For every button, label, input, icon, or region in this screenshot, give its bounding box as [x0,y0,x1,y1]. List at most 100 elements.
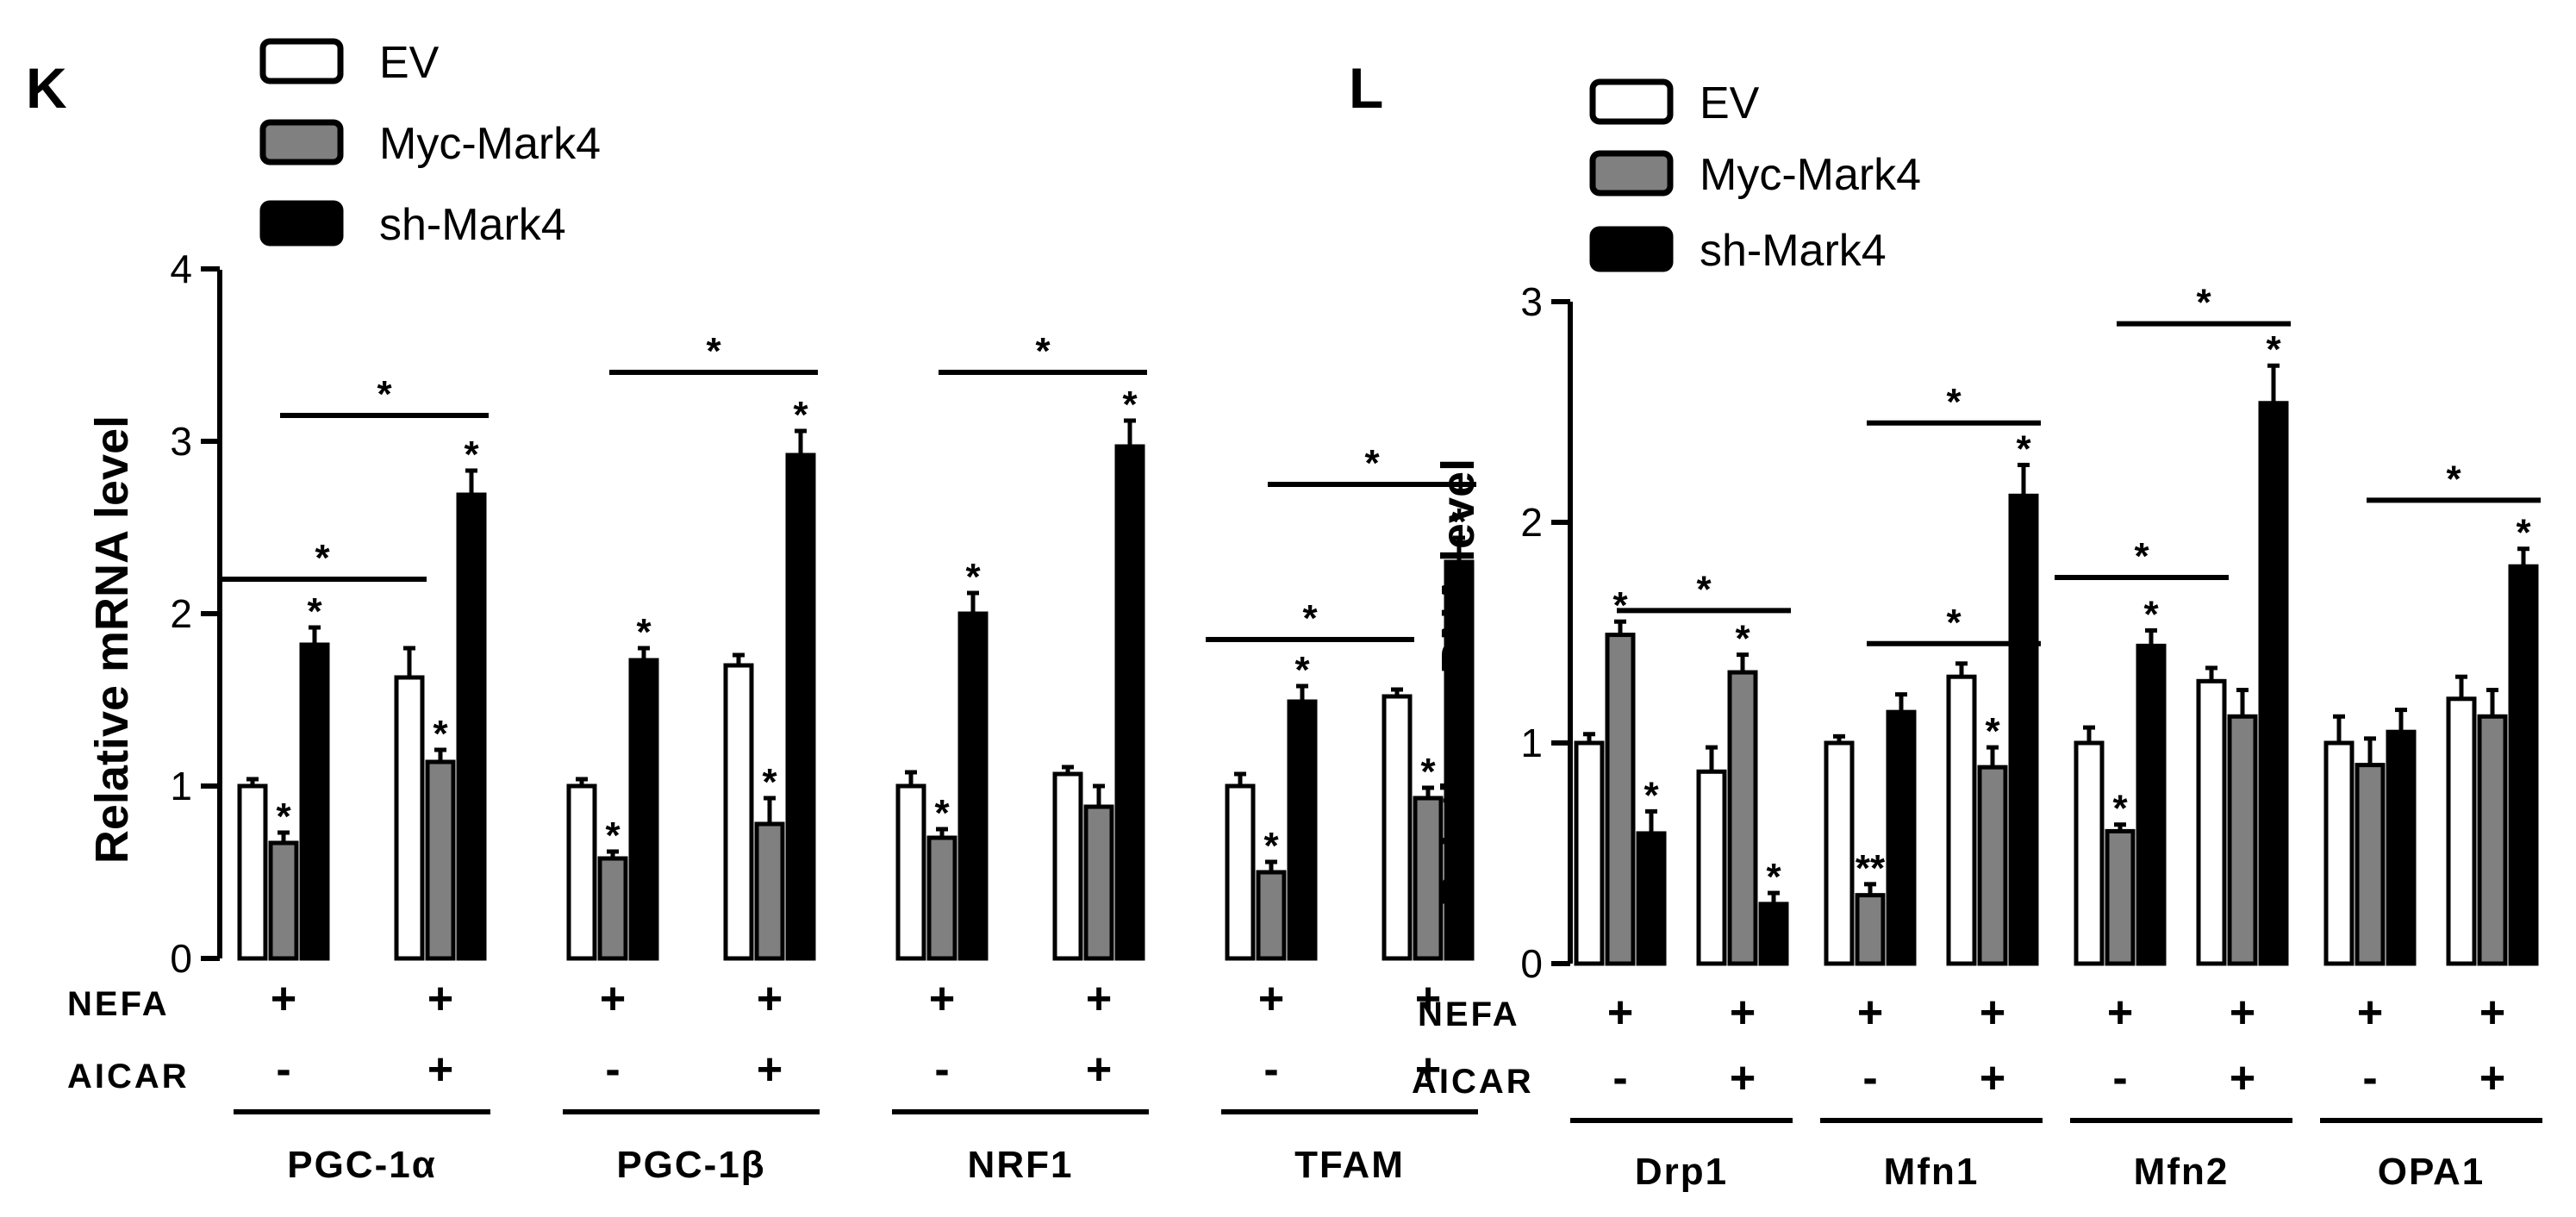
nefa-symbol: + [271,974,296,1024]
bar-pgc-1-ev [237,783,268,961]
bar-mfn1-ev [1946,674,1977,966]
legend-swatch-ev [259,38,344,84]
bar-opa1-sh-mark4 [2386,729,2417,966]
row-label-nefa: NEFA [1418,995,1520,1033]
aicar-symbol: - [1263,1045,1278,1095]
bar-pgc-1-myc-mark4 [754,821,785,961]
legend-label-myc-mark4: Myc-Mark4 [1700,150,1921,200]
significance-star: * [1294,649,1310,691]
bar-drp1-myc-mark4 [1605,633,1636,966]
nefa-symbol: + [2357,988,2383,1038]
bar-mfn1-sh-mark4 [2008,493,2039,966]
aicar-symbol: + [1086,1045,1112,1095]
condition-rows: + - + + Drp1 + - + + Mfn1 + - + + Mfn2 + - + + OPA1 [1570,988,2542,1193]
aicar-symbol: - [1862,1053,1877,1103]
bar-pgc-1-myc-mark4 [268,840,299,961]
nefa-symbol: + [1258,974,1284,1024]
significance-star: * [464,434,479,476]
significance-star: * [2266,328,2281,371]
bracket-star: * [1035,330,1051,372]
bar-nrf1-sh-mark4 [957,611,989,961]
aicar-symbol: - [934,1045,949,1095]
legend-swatch-ev [1589,78,1674,125]
bar-tfam-myc-mark4 [1256,870,1287,961]
significance-star: * [762,761,777,803]
bar-nrf1-myc-mark4 [926,835,957,961]
bar-tfam-ev [1225,783,1256,961]
group-label-drp1: Drp1 [1635,1151,1728,1193]
y-tick-label: 3 [1520,279,1543,324]
bar-tfam-sh-mark4 [1287,699,1318,961]
aicar-symbol: + [757,1045,783,1095]
bar-pgc-1-myc-mark4 [425,759,456,961]
bracket-star: * [1946,381,1962,423]
group-label-opa1: OPA1 [2378,1151,2486,1193]
significance-star: * [605,814,621,857]
nefa-symbol: + [1415,974,1441,1024]
significance-star: * [1644,774,1659,816]
bar-drp1-myc-mark4 [1727,670,1758,966]
nefa-symbol: + [1857,988,1883,1038]
legend-label-sh-mark4: sh-Mark4 [1700,226,1887,276]
aicar-symbol: - [276,1045,290,1095]
significance-star: * [2016,428,2031,470]
aicar-symbol: + [1980,1053,2005,1103]
bar-tfam-myc-mark4 [1413,796,1444,961]
panel-label: L [1349,56,1383,120]
legend-label-ev: EV [1700,78,1760,128]
bar-nrf1-ev [1052,771,1083,961]
panel-k: K EV Myc-Mark4 sh-Mark4 Relative mRNA le… [26,38,1478,1186]
significance-star: ** [1856,847,1886,889]
significance-star: * [1122,384,1138,426]
aicar-symbol: - [2362,1053,2377,1103]
nefa-symbol: + [1730,988,1756,1038]
legend-label-ev: EV [379,38,440,88]
y-tick-label: 2 [1520,500,1543,545]
plot-area: * * * * * * * * * * * * * * * * * * * * * [218,330,1476,961]
group-label-pgc-1: PGC-1β [616,1144,765,1186]
nefa-symbol: + [929,974,955,1024]
significance-star: * [793,394,808,436]
legend-swatch-sh-mark4 [259,200,344,247]
nefa-symbol: + [2107,988,2133,1038]
significance-star: * [2143,593,2159,635]
significance-star: * [307,590,322,633]
aicar-symbol: - [2112,1053,2127,1103]
bracket-star: * [706,330,721,372]
nefa-symbol: + [1980,988,2005,1038]
condition-rows: + - + + PGC-1α + - + + PGC-1β + - + + NRF1 + - + + TFAM [234,974,1478,1186]
bar-mfn2-myc-mark4 [2105,828,2136,966]
bar-pgc-1-sh-mark4 [785,452,816,961]
bar-pgc-1-ev [394,675,425,961]
nefa-symbol: + [1607,988,1633,1038]
group-label-mfn2: Mfn2 [2134,1151,2230,1193]
aicar-symbol: + [1730,1053,1756,1103]
panel-label: K [26,56,67,120]
significance-star: * [1766,856,1781,898]
bar-opa1-sh-mark4 [2508,564,2539,966]
bar-drp1-ev [1574,740,1605,966]
significance-star: * [636,611,652,653]
significance-star: * [1263,825,1279,867]
significance-star: * [934,792,950,834]
significance-star: * [276,796,291,838]
bar-pgc-1-ev [723,663,754,961]
y-ticks: 0 1 2 3 4 [170,247,220,981]
legend-swatch-sh-mark4 [1589,226,1674,272]
aicar-symbol: + [427,1045,453,1095]
significance-star: * [965,556,981,598]
significance-star: * [1735,618,1750,660]
aicar-symbol: + [1415,1045,1441,1095]
bracket-star: * [2446,458,2461,500]
group-label-nrf1: NRF1 [968,1144,1074,1186]
bar-mfn1-ev [1824,740,1855,966]
group-label-pgc-1: PGC-1α [287,1144,437,1186]
row-label-aicar: AICAR [1412,1063,1534,1101]
bar-pgc-1-myc-mark4 [597,856,628,961]
bracket-star: * [1946,602,1962,644]
bar-mfn2-sh-mark4 [2258,401,2289,966]
significance-star: * [1985,710,2000,752]
bar-pgc-1-sh-mark4 [456,492,487,961]
bar-nrf1-sh-mark4 [1114,444,1145,961]
significance-star: * [2112,788,2128,830]
